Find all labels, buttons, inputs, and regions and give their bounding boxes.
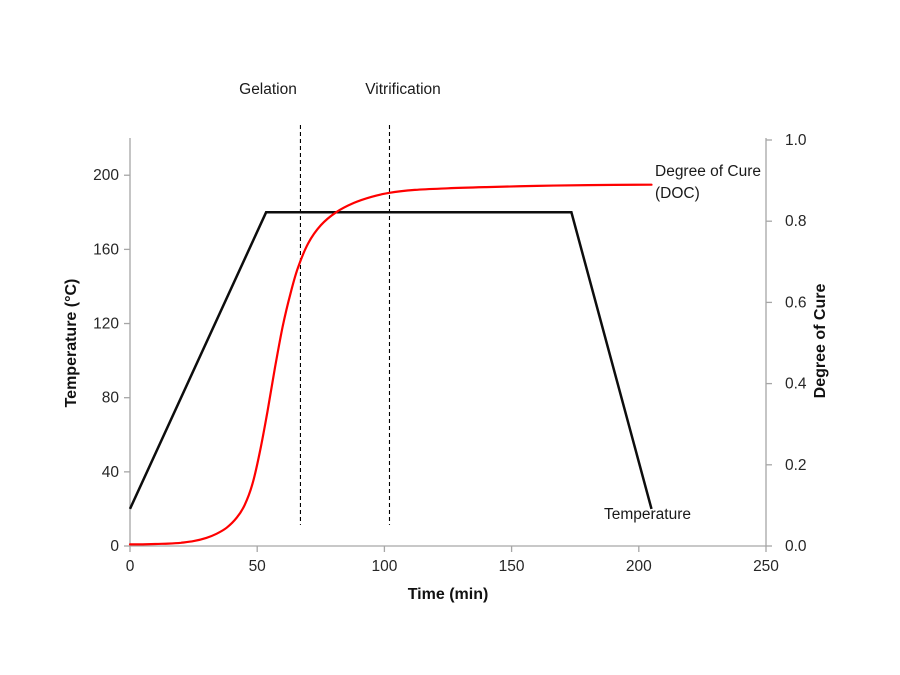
x-tick-label: 150 (499, 558, 525, 575)
series-line-degree-of-cure-doc (128, 183, 653, 546)
right-y-tick-label: 1.0 (785, 132, 807, 149)
annotation-label-gelation: Gelation (239, 81, 297, 98)
x-tick-label: 250 (753, 558, 779, 575)
series-label-degree-of-cure: Degree of Cure (DOC) (655, 163, 761, 202)
annotation-label-vitrification: Vitrification (365, 81, 441, 98)
left-y-tick-label: 200 (93, 167, 119, 184)
left-y-tick-label: 160 (93, 241, 119, 258)
x-tick-label: 100 (371, 558, 397, 575)
right-y-tick-label: 0.2 (785, 457, 807, 474)
right-y-tick-label: 0.6 (785, 294, 807, 311)
left-y-tick-label: 40 (102, 464, 120, 481)
left-axis-title: Temperature (°C) (63, 278, 80, 408)
left-y-tick-label: 0 (110, 538, 119, 555)
series-line-temperature (128, 211, 653, 510)
right-y-tick-label: 0.4 (785, 376, 807, 393)
x-tick-label: 200 (626, 558, 652, 575)
x-axis-title: Time (min) (407, 586, 489, 603)
series-label-temperature: Temperature (604, 506, 692, 523)
right-y-tick-label: 0.0 (785, 538, 807, 555)
right-axis-title: Degree of Cure (812, 283, 829, 399)
left-y-tick-label: 120 (93, 316, 119, 333)
x-tick-label: 0 (126, 558, 135, 575)
left-y-tick-label: 80 (102, 390, 120, 407)
right-y-tick-label: 0.8 (785, 213, 807, 230)
x-tick-label: 50 (249, 558, 267, 575)
